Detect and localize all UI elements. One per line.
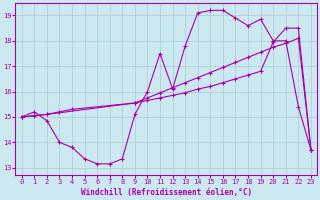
X-axis label: Windchill (Refroidissement éolien,°C): Windchill (Refroidissement éolien,°C) [81, 188, 252, 197]
